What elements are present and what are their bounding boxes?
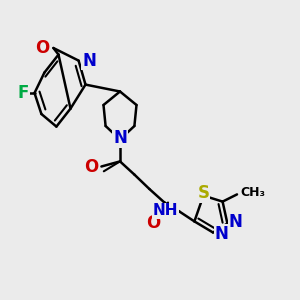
Text: O: O	[84, 158, 98, 175]
Text: F: F	[17, 84, 29, 102]
Text: N: N	[229, 213, 243, 231]
Text: N: N	[113, 129, 127, 147]
Text: S: S	[197, 184, 209, 202]
Text: N: N	[82, 52, 96, 70]
Text: N: N	[214, 225, 228, 243]
Text: O: O	[146, 214, 161, 232]
Text: NH: NH	[152, 203, 178, 218]
Text: CH₃: CH₃	[241, 186, 266, 200]
Text: O: O	[35, 39, 50, 57]
